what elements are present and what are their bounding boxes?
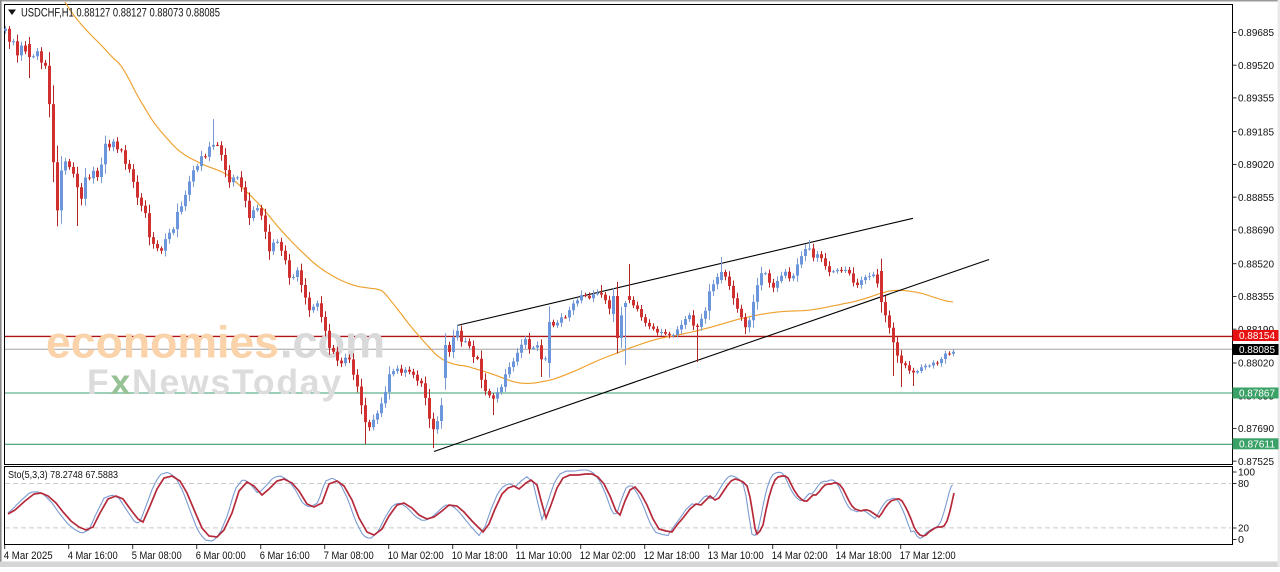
- svg-text:4 Mar 2025: 4 Mar 2025: [4, 550, 53, 562]
- svg-text:17 Mar 12:00: 17 Mar 12:00: [900, 550, 956, 562]
- svg-text:.com: .com: [280, 317, 385, 368]
- svg-text:13 Mar 10:00: 13 Mar 10:00: [708, 550, 764, 562]
- svg-text:0.89685: 0.89685: [1238, 27, 1274, 39]
- svg-text:Sto(5,3,3) 78.2748 67.5883: Sto(5,3,3) 78.2748 67.5883: [8, 470, 119, 481]
- svg-text:0.88154: 0.88154: [1239, 330, 1275, 342]
- svg-text:0: 0: [1238, 534, 1244, 546]
- svg-text:6 Mar 00:00: 6 Mar 00:00: [196, 550, 246, 562]
- svg-text:0.87525: 0.87525: [1238, 456, 1274, 468]
- svg-text:4 Mar 16:00: 4 Mar 16:00: [68, 550, 118, 562]
- svg-text:0.89520: 0.89520: [1238, 60, 1274, 72]
- svg-text:14 Mar 18:00: 14 Mar 18:00: [836, 550, 892, 562]
- svg-text:20: 20: [1238, 523, 1249, 535]
- svg-text:economies: economies: [46, 319, 279, 368]
- svg-text:6 Mar 16:00: 6 Mar 16:00: [260, 550, 310, 562]
- svg-text:FxNewsToday: FxNewsToday: [87, 362, 343, 402]
- svg-text:11 Mar 10:00: 11 Mar 10:00: [516, 550, 572, 562]
- svg-text:10 Mar 18:00: 10 Mar 18:00: [452, 550, 508, 562]
- svg-text:0.87867: 0.87867: [1239, 388, 1275, 400]
- svg-text:12 Mar 02:00: 12 Mar 02:00: [580, 550, 636, 562]
- svg-text:14 Mar 02:00: 14 Mar 02:00: [772, 550, 828, 562]
- svg-text:80: 80: [1238, 478, 1249, 490]
- svg-text:12 Mar 18:00: 12 Mar 18:00: [644, 550, 700, 562]
- svg-text:7 Mar 08:00: 7 Mar 08:00: [324, 550, 374, 562]
- svg-text:0.87611: 0.87611: [1239, 439, 1275, 451]
- svg-text:0.89020: 0.89020: [1238, 159, 1274, 171]
- svg-text:5 Mar 08:00: 5 Mar 08:00: [132, 550, 182, 562]
- svg-text:0.88520: 0.88520: [1238, 258, 1274, 270]
- svg-text:0.88020: 0.88020: [1238, 358, 1274, 370]
- svg-text:10 Mar 02:00: 10 Mar 02:00: [388, 550, 444, 562]
- svg-text:0.89355: 0.89355: [1238, 93, 1274, 105]
- svg-text:0.88355: 0.88355: [1238, 291, 1274, 303]
- svg-text:0.88085: 0.88085: [1239, 344, 1275, 356]
- svg-text:0.88855: 0.88855: [1238, 192, 1274, 204]
- svg-text:100: 100: [1238, 467, 1255, 479]
- svg-text:USDCHF,H1 0.88127 0.88127 0.8: USDCHF,H1 0.88127 0.88127 0.88073 0.8808…: [21, 8, 220, 20]
- svg-text:0.89185: 0.89185: [1238, 126, 1274, 138]
- svg-text:0.88690: 0.88690: [1238, 225, 1274, 237]
- svg-text:0.87690: 0.87690: [1238, 423, 1274, 435]
